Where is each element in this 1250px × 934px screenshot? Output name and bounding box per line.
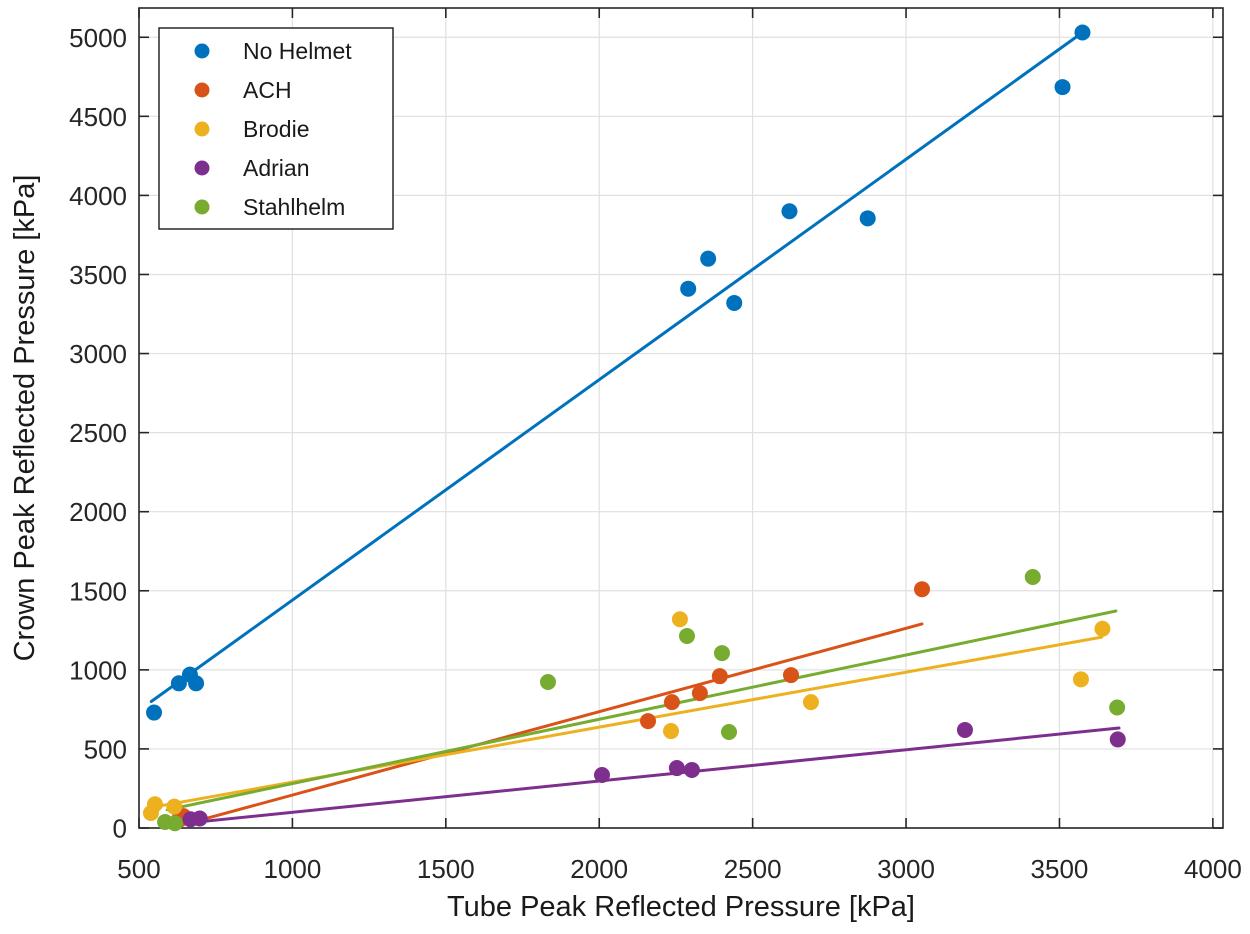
legend-label: Brodie (243, 116, 309, 142)
axis-ticks (138, 8, 1223, 829)
x-tick-label: 2500 (724, 854, 782, 884)
y-tick-label: 4000 (69, 181, 127, 211)
fit-line-no-helmet (149, 31, 1084, 703)
legend-marker-icon (194, 43, 210, 59)
point-adrian (668, 760, 685, 777)
point-ach (691, 685, 708, 702)
plot-border (138, 7, 1224, 829)
x-tick-label: 1000 (263, 854, 321, 884)
fit-line-adrian (186, 726, 1121, 825)
fit-line-ach (174, 622, 924, 829)
legend-item-brodie: Brodie (194, 116, 309, 142)
point-adrian (956, 721, 973, 738)
point-brodie (166, 798, 183, 815)
legend-label: Adrian (243, 155, 309, 181)
y-tick-label: 2500 (69, 418, 127, 448)
point-no-helmet (146, 704, 163, 721)
point-stahlhelm (713, 645, 730, 662)
point-ach (640, 713, 657, 730)
y-tick-label: 0 (113, 814, 127, 844)
point-no-helmet (680, 280, 697, 297)
point-stahlhelm (721, 724, 738, 741)
y-tick-label: 5000 (69, 23, 127, 53)
point-no-helmet (1054, 79, 1071, 96)
legend-item-ach: ACH (194, 77, 292, 103)
point-ach (711, 668, 728, 685)
x-tick-label: 2000 (570, 854, 628, 884)
point-stahlhelm (539, 674, 556, 691)
y-tick-label: 1500 (69, 576, 127, 606)
point-stahlhelm (166, 815, 183, 832)
legend-label: No Helmet (243, 38, 352, 64)
point-brodie (1094, 620, 1111, 637)
point-no-helmet (859, 210, 876, 227)
fit-line-stahlhelm (165, 609, 1118, 812)
x-tick-label: 3000 (877, 854, 935, 884)
tick-labels: 500 1000 1500 2000 2500 3000 3500 4000 0 500 1000 1… (69, 23, 1242, 884)
point-adrian (593, 767, 610, 784)
point-no-helmet (170, 675, 187, 692)
x-tick-label: 1500 (417, 854, 475, 884)
y-axis-label: Crown Peak Reflected Pressure [kPa] (9, 175, 41, 662)
legend-marker-icon (194, 160, 210, 176)
y-tick-label: 3500 (69, 260, 127, 290)
y-tick-label: 4500 (69, 102, 127, 132)
legend-item-no-helmet: No Helmet (194, 38, 352, 64)
y-tick-label: 1000 (69, 655, 127, 685)
point-brodie (663, 723, 680, 740)
legend-item-stahlhelm: Stahlhelm (194, 194, 345, 220)
y-tick-label: 2000 (69, 497, 127, 527)
point-stahlhelm (678, 628, 695, 645)
point-adrian (191, 810, 208, 827)
point-no-helmet (700, 250, 717, 267)
point-stahlhelm (1024, 569, 1041, 586)
data-layer (142, 24, 1126, 832)
point-brodie (802, 694, 819, 711)
x-tick-label: 3500 (1031, 854, 1089, 884)
y-tick-label: 500 (84, 734, 127, 764)
legend: No Helmet ACH Brodie Adrian Stahlhelm (158, 27, 394, 230)
legend-marker-icon (194, 121, 210, 137)
legend-item-adrian: Adrian (194, 155, 309, 181)
grid (138, 8, 1223, 829)
legend-marker-icon (194, 82, 210, 98)
point-ach (663, 694, 680, 711)
point-brodie (671, 611, 688, 628)
legend-label: ACH (243, 77, 292, 103)
point-ach (914, 581, 931, 598)
point-no-helmet (781, 203, 798, 220)
x-tick-label: 4000 (1184, 854, 1242, 884)
x-axis-label: Tube Peak Reflected Pressure [kPa] (447, 891, 915, 923)
point-adrian (683, 761, 700, 778)
x-tick-label: 500 (117, 854, 160, 884)
point-no-helmet (726, 294, 743, 311)
point-brodie (146, 796, 163, 813)
point-stahlhelm (1109, 699, 1126, 716)
point-no-helmet (188, 675, 205, 692)
point-no-helmet (1074, 24, 1091, 41)
point-ach (782, 667, 799, 684)
point-brodie (1072, 671, 1089, 688)
point-adrian (1109, 731, 1126, 748)
legend-marker-icon (194, 199, 210, 215)
legend-label: Stahlhelm (243, 194, 345, 220)
y-tick-label: 3000 (69, 339, 127, 369)
